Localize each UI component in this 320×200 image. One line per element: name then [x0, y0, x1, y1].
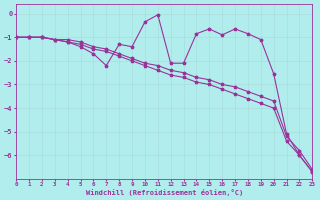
X-axis label: Windchill (Refroidissement éolien,°C): Windchill (Refroidissement éolien,°C)	[86, 189, 243, 196]
